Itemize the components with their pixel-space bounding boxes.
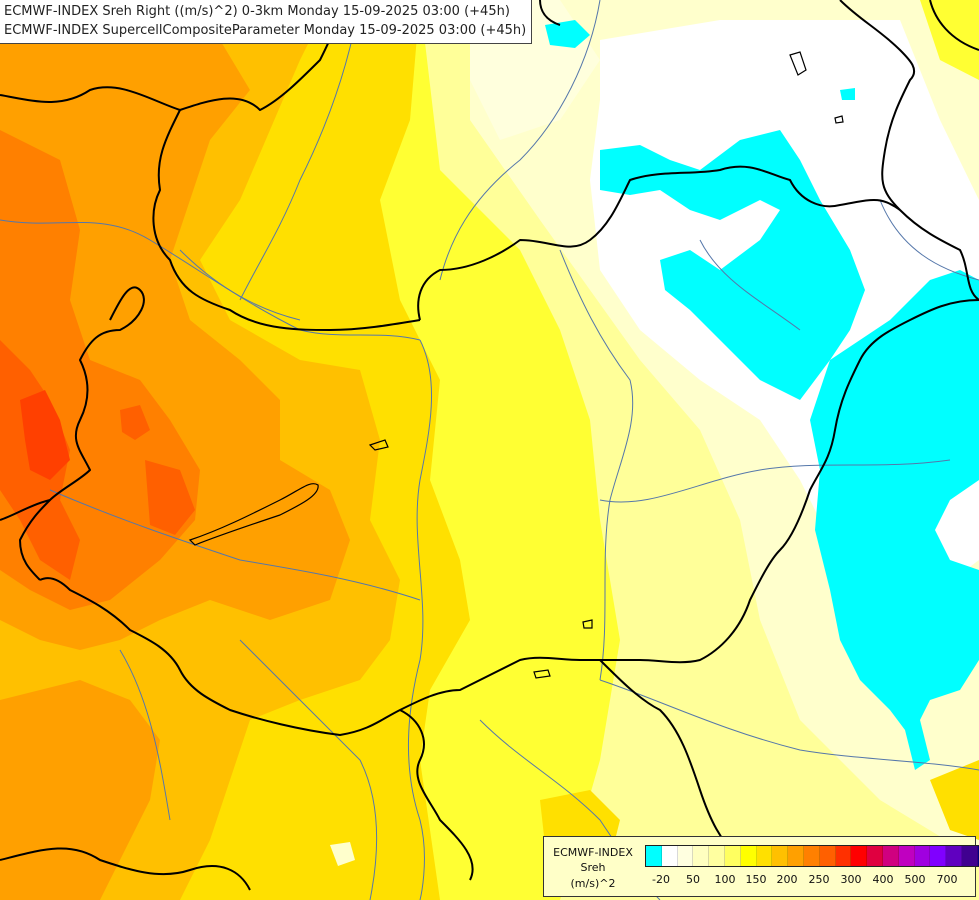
title-line-2: ECMWF-INDEX SupercellCompositeParameter …	[4, 23, 527, 38]
legend-ticks: -20 50 100 150 200 250 300 400 500 700	[645, 873, 975, 889]
lake-small-3	[533, 669, 551, 679]
lake-small-2	[789, 51, 807, 76]
legend-swatch	[882, 846, 899, 866]
legend-tick-label: 150	[745, 873, 767, 886]
orange-south	[0, 680, 160, 900]
lake-small-1	[368, 439, 389, 451]
legend-variable: Sreh	[580, 861, 606, 874]
legend-tick-label: 250	[808, 873, 830, 886]
title-line-1: ECMWF-INDEX Sreh Right ((m/s)^2) 0-3km M…	[4, 4, 510, 19]
cyan-patch-small	[840, 88, 855, 100]
legend-swatch	[867, 846, 883, 866]
legend-swatch	[930, 846, 947, 866]
legend-swatch	[677, 846, 694, 866]
lake-balaton	[188, 483, 319, 546]
legend-swatch	[724, 846, 741, 866]
legend-swatch	[898, 846, 915, 866]
lake-small-5	[834, 115, 844, 124]
legend-swatch	[772, 846, 789, 866]
lakes	[188, 51, 844, 679]
yellow-patch-northeast	[920, 0, 979, 80]
legend-tick-label: 300	[840, 873, 862, 886]
pale-blob-southwest	[330, 842, 355, 866]
legend-swatch	[693, 846, 710, 866]
legend-title: ECMWF-INDEX	[553, 846, 633, 859]
red-core-3	[145, 460, 195, 535]
legend-tick-label: 100	[714, 873, 736, 886]
red-core	[20, 390, 70, 480]
legend-swatch	[740, 846, 757, 866]
legend-swatch	[819, 846, 836, 866]
legend-tick-label: 700	[936, 873, 958, 886]
legend-tick-label: 50	[686, 873, 700, 886]
cyan-zone-east	[810, 270, 979, 770]
lake-small-4	[582, 619, 593, 629]
legend-swatch	[646, 846, 662, 866]
legend-swatch	[851, 846, 868, 866]
gold-patch-southeast	[930, 760, 979, 840]
legend-tick-label: 400	[872, 873, 894, 886]
color-legend: ECMWF-INDEX Sreh (m/s)^2 -20 50 100 150 200 2…	[543, 836, 979, 897]
legend-swatch	[788, 846, 804, 866]
legend-tick-label: -20	[652, 873, 670, 886]
legend-swatch	[661, 846, 678, 866]
legend-swatch	[803, 846, 820, 866]
legend-swatch	[977, 846, 979, 866]
legend-color-bar	[645, 845, 979, 867]
red-core-2	[120, 405, 150, 440]
legend-swatch	[756, 846, 773, 866]
legend-tick-label: 500	[904, 873, 926, 886]
legend-swatch	[914, 846, 931, 866]
legend-unit: (m/s)^2	[570, 877, 616, 890]
legend-swatch	[961, 846, 978, 866]
map-title: ECMWF-INDEX Sreh Right ((m/s)^2) 0-3km M…	[0, 0, 533, 44]
legend-swatch	[835, 846, 852, 866]
legend-swatch	[709, 846, 725, 866]
legend-tick-label: 200	[776, 873, 798, 886]
cyan-patch-north	[545, 20, 590, 48]
cyan-zone-northeast	[600, 130, 865, 400]
legend-swatch	[946, 846, 962, 866]
